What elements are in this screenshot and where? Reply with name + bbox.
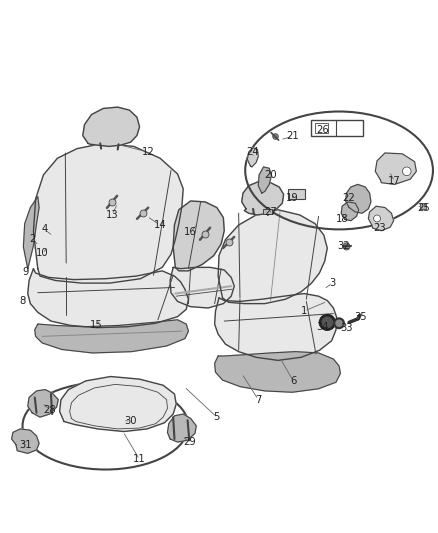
Text: 19: 19 <box>286 192 299 203</box>
Text: 4: 4 <box>41 224 47 235</box>
Text: 31: 31 <box>20 440 32 450</box>
Circle shape <box>374 215 381 222</box>
Polygon shape <box>247 148 258 167</box>
Text: 9: 9 <box>23 266 29 277</box>
Polygon shape <box>23 197 39 269</box>
Text: 11: 11 <box>133 455 146 464</box>
Polygon shape <box>167 414 196 442</box>
Text: 21: 21 <box>286 132 299 141</box>
Text: 23: 23 <box>373 223 386 233</box>
Text: 1: 1 <box>301 306 307 316</box>
Text: 22: 22 <box>343 192 356 203</box>
Text: 3: 3 <box>329 278 336 288</box>
Polygon shape <box>173 201 224 271</box>
Text: 13: 13 <box>106 210 118 220</box>
Polygon shape <box>33 143 183 283</box>
Text: 6: 6 <box>290 376 297 386</box>
Text: 33: 33 <box>340 322 353 333</box>
Text: 32: 32 <box>337 240 350 251</box>
Text: 30: 30 <box>124 416 137 426</box>
Text: 29: 29 <box>183 437 196 447</box>
FancyBboxPatch shape <box>263 209 272 214</box>
Polygon shape <box>258 167 272 193</box>
Text: 24: 24 <box>247 147 259 157</box>
Text: 25: 25 <box>417 203 430 213</box>
Text: 7: 7 <box>255 394 261 405</box>
FancyBboxPatch shape <box>288 189 305 199</box>
Text: 26: 26 <box>317 125 329 135</box>
Text: 17: 17 <box>388 176 401 187</box>
Text: 18: 18 <box>336 214 349 224</box>
Circle shape <box>336 320 342 326</box>
Text: 14: 14 <box>154 220 166 230</box>
Polygon shape <box>28 269 188 328</box>
Text: 27: 27 <box>264 207 277 217</box>
Text: 34: 34 <box>317 322 329 332</box>
Polygon shape <box>28 390 58 417</box>
Polygon shape <box>368 206 394 231</box>
Text: 35: 35 <box>355 312 367 322</box>
Text: 20: 20 <box>264 170 277 180</box>
Text: 5: 5 <box>214 412 220 422</box>
Text: 15: 15 <box>89 320 102 330</box>
Polygon shape <box>83 107 140 147</box>
Polygon shape <box>170 268 234 308</box>
Text: 2: 2 <box>29 235 35 245</box>
Text: 16: 16 <box>184 227 197 237</box>
Polygon shape <box>60 376 176 432</box>
Polygon shape <box>346 184 371 213</box>
Circle shape <box>334 318 344 328</box>
Text: 12: 12 <box>142 147 155 157</box>
Circle shape <box>319 314 335 330</box>
Polygon shape <box>218 210 327 304</box>
Text: 8: 8 <box>19 296 26 306</box>
Circle shape <box>322 317 332 328</box>
Polygon shape <box>215 294 337 360</box>
Polygon shape <box>215 352 340 392</box>
Polygon shape <box>341 202 359 221</box>
Polygon shape <box>12 429 39 454</box>
Polygon shape <box>35 320 188 353</box>
Text: 10: 10 <box>36 248 49 259</box>
Polygon shape <box>242 181 284 215</box>
Circle shape <box>403 167 411 176</box>
Text: 28: 28 <box>43 405 56 415</box>
Polygon shape <box>375 153 417 184</box>
